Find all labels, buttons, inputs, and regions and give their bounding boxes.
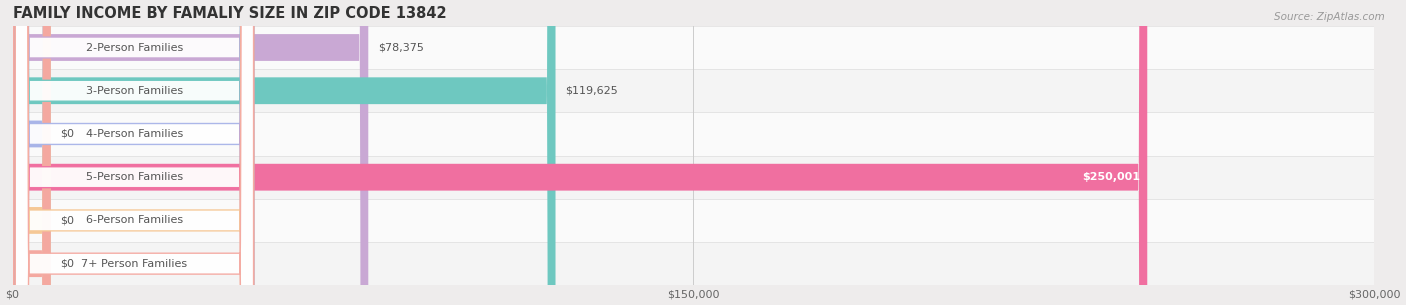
FancyBboxPatch shape (15, 0, 253, 305)
FancyBboxPatch shape (15, 0, 253, 305)
Bar (13, 69, 1374, 112)
FancyBboxPatch shape (13, 0, 1147, 305)
Text: $0: $0 (60, 129, 75, 139)
Text: Source: ZipAtlas.com: Source: ZipAtlas.com (1274, 12, 1385, 22)
FancyBboxPatch shape (15, 0, 253, 305)
Bar (13, 156, 1374, 199)
Text: $78,375: $78,375 (378, 42, 423, 52)
Text: 7+ Person Families: 7+ Person Families (82, 259, 187, 269)
FancyBboxPatch shape (13, 0, 555, 305)
FancyBboxPatch shape (13, 0, 368, 305)
FancyBboxPatch shape (15, 0, 253, 305)
Text: 5-Person Families: 5-Person Families (86, 172, 183, 182)
FancyBboxPatch shape (15, 0, 253, 305)
FancyBboxPatch shape (13, 0, 51, 305)
Bar (13, 199, 1374, 242)
Text: $0: $0 (60, 215, 75, 225)
Text: $119,625: $119,625 (565, 86, 617, 96)
Text: FAMILY INCOME BY FAMALIY SIZE IN ZIP CODE 13842: FAMILY INCOME BY FAMALIY SIZE IN ZIP COD… (13, 5, 446, 20)
Bar (13, 112, 1374, 156)
FancyBboxPatch shape (15, 0, 253, 305)
Text: 4-Person Families: 4-Person Families (86, 129, 183, 139)
Text: 6-Person Families: 6-Person Families (86, 215, 183, 225)
Text: 2-Person Families: 2-Person Families (86, 42, 183, 52)
Bar (13, 26, 1374, 69)
Text: $250,001: $250,001 (1083, 172, 1140, 182)
Bar (13, 242, 1374, 285)
FancyBboxPatch shape (13, 0, 51, 305)
Text: 3-Person Families: 3-Person Families (86, 86, 183, 96)
Text: $0: $0 (60, 259, 75, 269)
FancyBboxPatch shape (13, 0, 51, 305)
